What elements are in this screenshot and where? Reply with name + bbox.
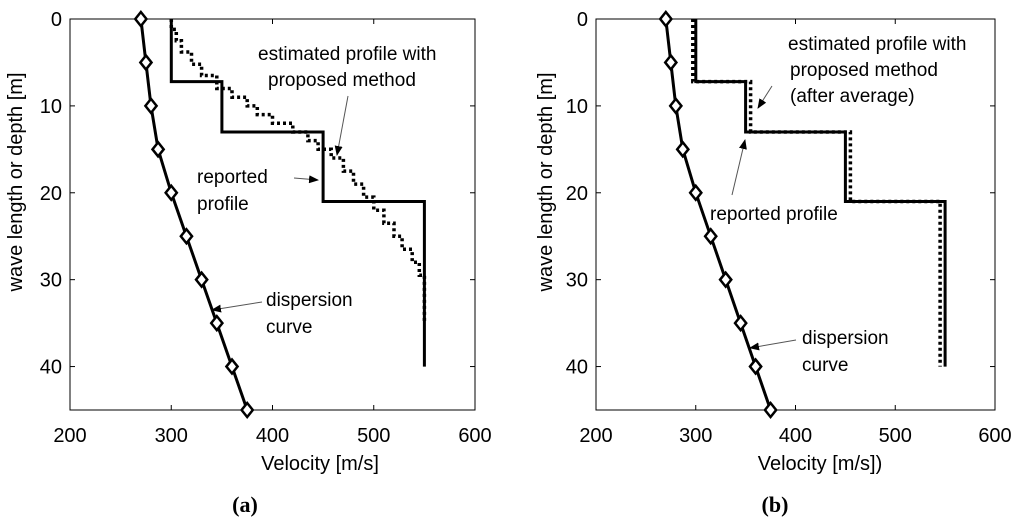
panel-b-dispersion-point bbox=[748, 357, 763, 376]
panel-b-ytick-label: 20 bbox=[566, 183, 588, 205]
panel-a-ylabel: wave length or depth [m] bbox=[5, 72, 27, 292]
panel-b-annotation-dispersion-line2: curve bbox=[802, 355, 848, 376]
panel-a-dispersion-point bbox=[179, 227, 194, 246]
panel-b-dispersion-point bbox=[675, 140, 690, 159]
panel-b-ylabel: wave length or depth [m] bbox=[535, 72, 557, 292]
panel-b: wave length or depth [m] Velocity [m/s])… bbox=[535, 9, 1012, 517]
panel-a-arrow-estimated bbox=[334, 95, 349, 156]
panel-b-ytick-label: 40 bbox=[566, 357, 588, 379]
panel-b-xtick-label: 200 bbox=[579, 425, 612, 447]
panel-a-series-estimated-line bbox=[169, 19, 427, 324]
panel-a-series-reported-line bbox=[169, 19, 426, 367]
panel-b-dispersion-point bbox=[703, 227, 718, 246]
panel-b-xtick-label: 600 bbox=[978, 425, 1011, 447]
panel-a-annotation-estimated-line1: estimated profile with bbox=[258, 44, 436, 65]
panel-a-dispersion-point bbox=[150, 140, 166, 159]
panel-a-xtick-label: 400 bbox=[256, 425, 289, 447]
panel-a-xlabel: Velocity [m/s] bbox=[261, 453, 379, 475]
panel-a-dispersion-point bbox=[209, 314, 225, 333]
panel-a-annotation-estimated-line2: proposed method bbox=[268, 70, 416, 91]
panel-a-dispersion-point bbox=[164, 183, 179, 202]
panel-a-ytick-label: 30 bbox=[40, 270, 62, 292]
panel-b-dispersion-point bbox=[663, 53, 679, 72]
panel-b-ytick-label: 30 bbox=[566, 270, 588, 292]
panel-b-annotation-estimated-line1: estimated profile with bbox=[788, 34, 966, 55]
panel-b-dispersion-point bbox=[668, 96, 684, 115]
panel-a-dispersion-point bbox=[194, 270, 209, 289]
panel-b-arrow-dispersion bbox=[749, 339, 797, 351]
panel-a-xtick-label: 500 bbox=[357, 425, 390, 447]
panel-b-annotation-dispersion-line1: dispersion bbox=[802, 328, 889, 349]
panel-b-dispersion-point bbox=[718, 270, 733, 289]
panel-a-ytick-label: 20 bbox=[40, 183, 62, 205]
panel-a-label: (a) bbox=[232, 492, 258, 517]
panel-a-ytick-label: 10 bbox=[40, 96, 62, 118]
panel-b-label: (b) bbox=[762, 492, 789, 517]
panel-b-xlabel: Velocity [m/s]) bbox=[758, 453, 882, 475]
panel-a-dispersion-point bbox=[133, 9, 149, 29]
panel-a-dispersion-point bbox=[138, 53, 154, 72]
panel-b-dispersion-point bbox=[688, 183, 703, 202]
panel-b-xtick-label: 400 bbox=[779, 425, 812, 447]
panel-b-xtick-label: 300 bbox=[679, 425, 712, 447]
panel-b-annotation-reported-line1: reported profile bbox=[710, 204, 838, 225]
panel-a-xtick-label: 300 bbox=[155, 425, 188, 447]
panel-b-annotation-estimated-line3: (after average) bbox=[790, 86, 915, 107]
panel-a-arrow-reported bbox=[293, 175, 319, 184]
panel-b-series-estimated-line bbox=[691, 19, 942, 367]
panel-a-ytick-label: 0 bbox=[51, 9, 62, 31]
panel-b-ytick-label: 10 bbox=[566, 96, 588, 118]
panel-a-annotation-reported-line1: reported bbox=[197, 167, 268, 188]
panel-b-dispersion-point bbox=[658, 9, 674, 29]
panel-a-dispersion-point bbox=[224, 357, 240, 376]
panel-a-arrow-dispersion bbox=[211, 301, 263, 313]
panel-a-xtick-label: 600 bbox=[458, 425, 491, 447]
panel-b-arrow-estimated bbox=[757, 85, 773, 109]
panel-a-xtick-label: 200 bbox=[53, 425, 86, 447]
panel-b-arrow-reported bbox=[731, 139, 747, 196]
panel-a-ytick-label: 40 bbox=[40, 357, 62, 379]
panel-a-annotation-dispersion-line2: curve bbox=[266, 317, 312, 338]
panel-a-dispersion-point bbox=[143, 96, 159, 115]
panel-a-dispersion-point bbox=[239, 400, 255, 420]
panel-b-ytick-label: 0 bbox=[577, 9, 588, 31]
panel-b-annotation-estimated-line2: proposed method bbox=[790, 60, 938, 81]
panel-a-annotation-dispersion-line1: dispersion bbox=[266, 290, 353, 311]
panel-b-xtick-label: 500 bbox=[879, 425, 912, 447]
panel-b-dispersion-point bbox=[733, 314, 748, 333]
panel-a-series-dispersion-line bbox=[139, 18, 249, 411]
panel-a: wave length or depth [m] Velocity [m/s] … bbox=[5, 9, 492, 517]
panel-a-annotation-reported-line2: profile bbox=[197, 194, 249, 215]
panel-b-series-dispersion-line bbox=[664, 18, 773, 411]
panel-b-dispersion-point bbox=[763, 400, 778, 420]
